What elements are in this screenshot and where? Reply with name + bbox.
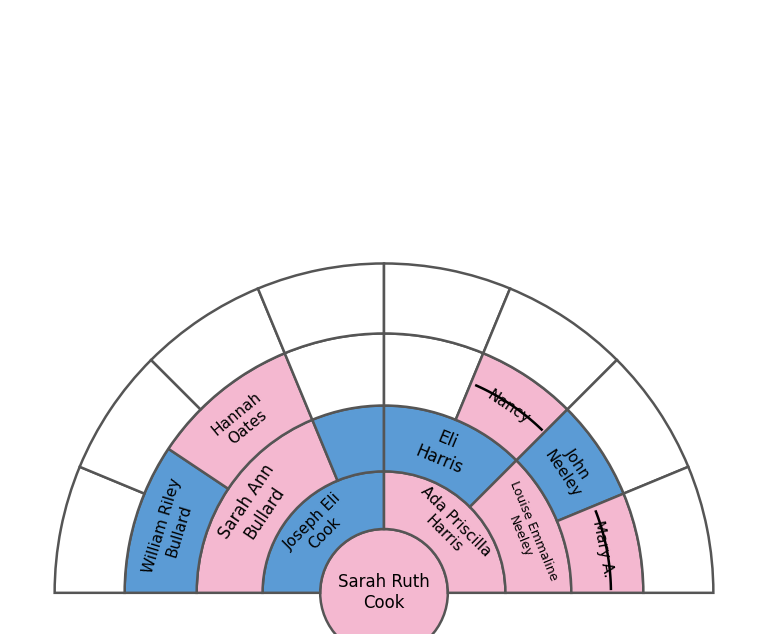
Wedge shape (124, 449, 228, 593)
Wedge shape (516, 410, 624, 521)
Wedge shape (455, 353, 568, 460)
Text: Eli
Harris: Eli Harris (412, 423, 473, 477)
Wedge shape (151, 288, 285, 410)
Wedge shape (384, 333, 483, 420)
Circle shape (320, 529, 448, 634)
Text: Sarah Ruth
Cook: Sarah Ruth Cook (338, 573, 430, 612)
Wedge shape (384, 472, 505, 593)
Wedge shape (483, 288, 617, 410)
Text: Nancy: Nancy (484, 387, 532, 427)
Wedge shape (168, 353, 313, 489)
Text: William Riley
Bullard: William Riley Bullard (141, 476, 200, 580)
Wedge shape (80, 360, 200, 494)
Wedge shape (263, 472, 384, 593)
Wedge shape (55, 467, 144, 593)
Wedge shape (557, 494, 644, 593)
Wedge shape (384, 264, 510, 353)
Wedge shape (197, 420, 337, 593)
Wedge shape (258, 264, 384, 353)
Wedge shape (285, 333, 384, 420)
Text: Hannah
Oates: Hannah Oates (209, 389, 276, 451)
Text: Ada Priscilla
Harris: Ada Priscilla Harris (406, 483, 494, 571)
Wedge shape (624, 467, 713, 593)
Text: Louise Emmaline
Neeley: Louise Emmaline Neeley (493, 479, 560, 588)
Text: Sarah Ann
Bullard: Sarah Ann Bullard (216, 461, 296, 553)
Text: Mary A.: Mary A. (590, 519, 616, 579)
Wedge shape (313, 406, 384, 481)
Text: Joseph Eli
Cook: Joseph Eli Cook (281, 490, 356, 565)
Text: John
Neeley: John Neeley (541, 437, 598, 500)
Wedge shape (470, 460, 571, 593)
Wedge shape (384, 406, 516, 507)
Wedge shape (568, 360, 688, 494)
